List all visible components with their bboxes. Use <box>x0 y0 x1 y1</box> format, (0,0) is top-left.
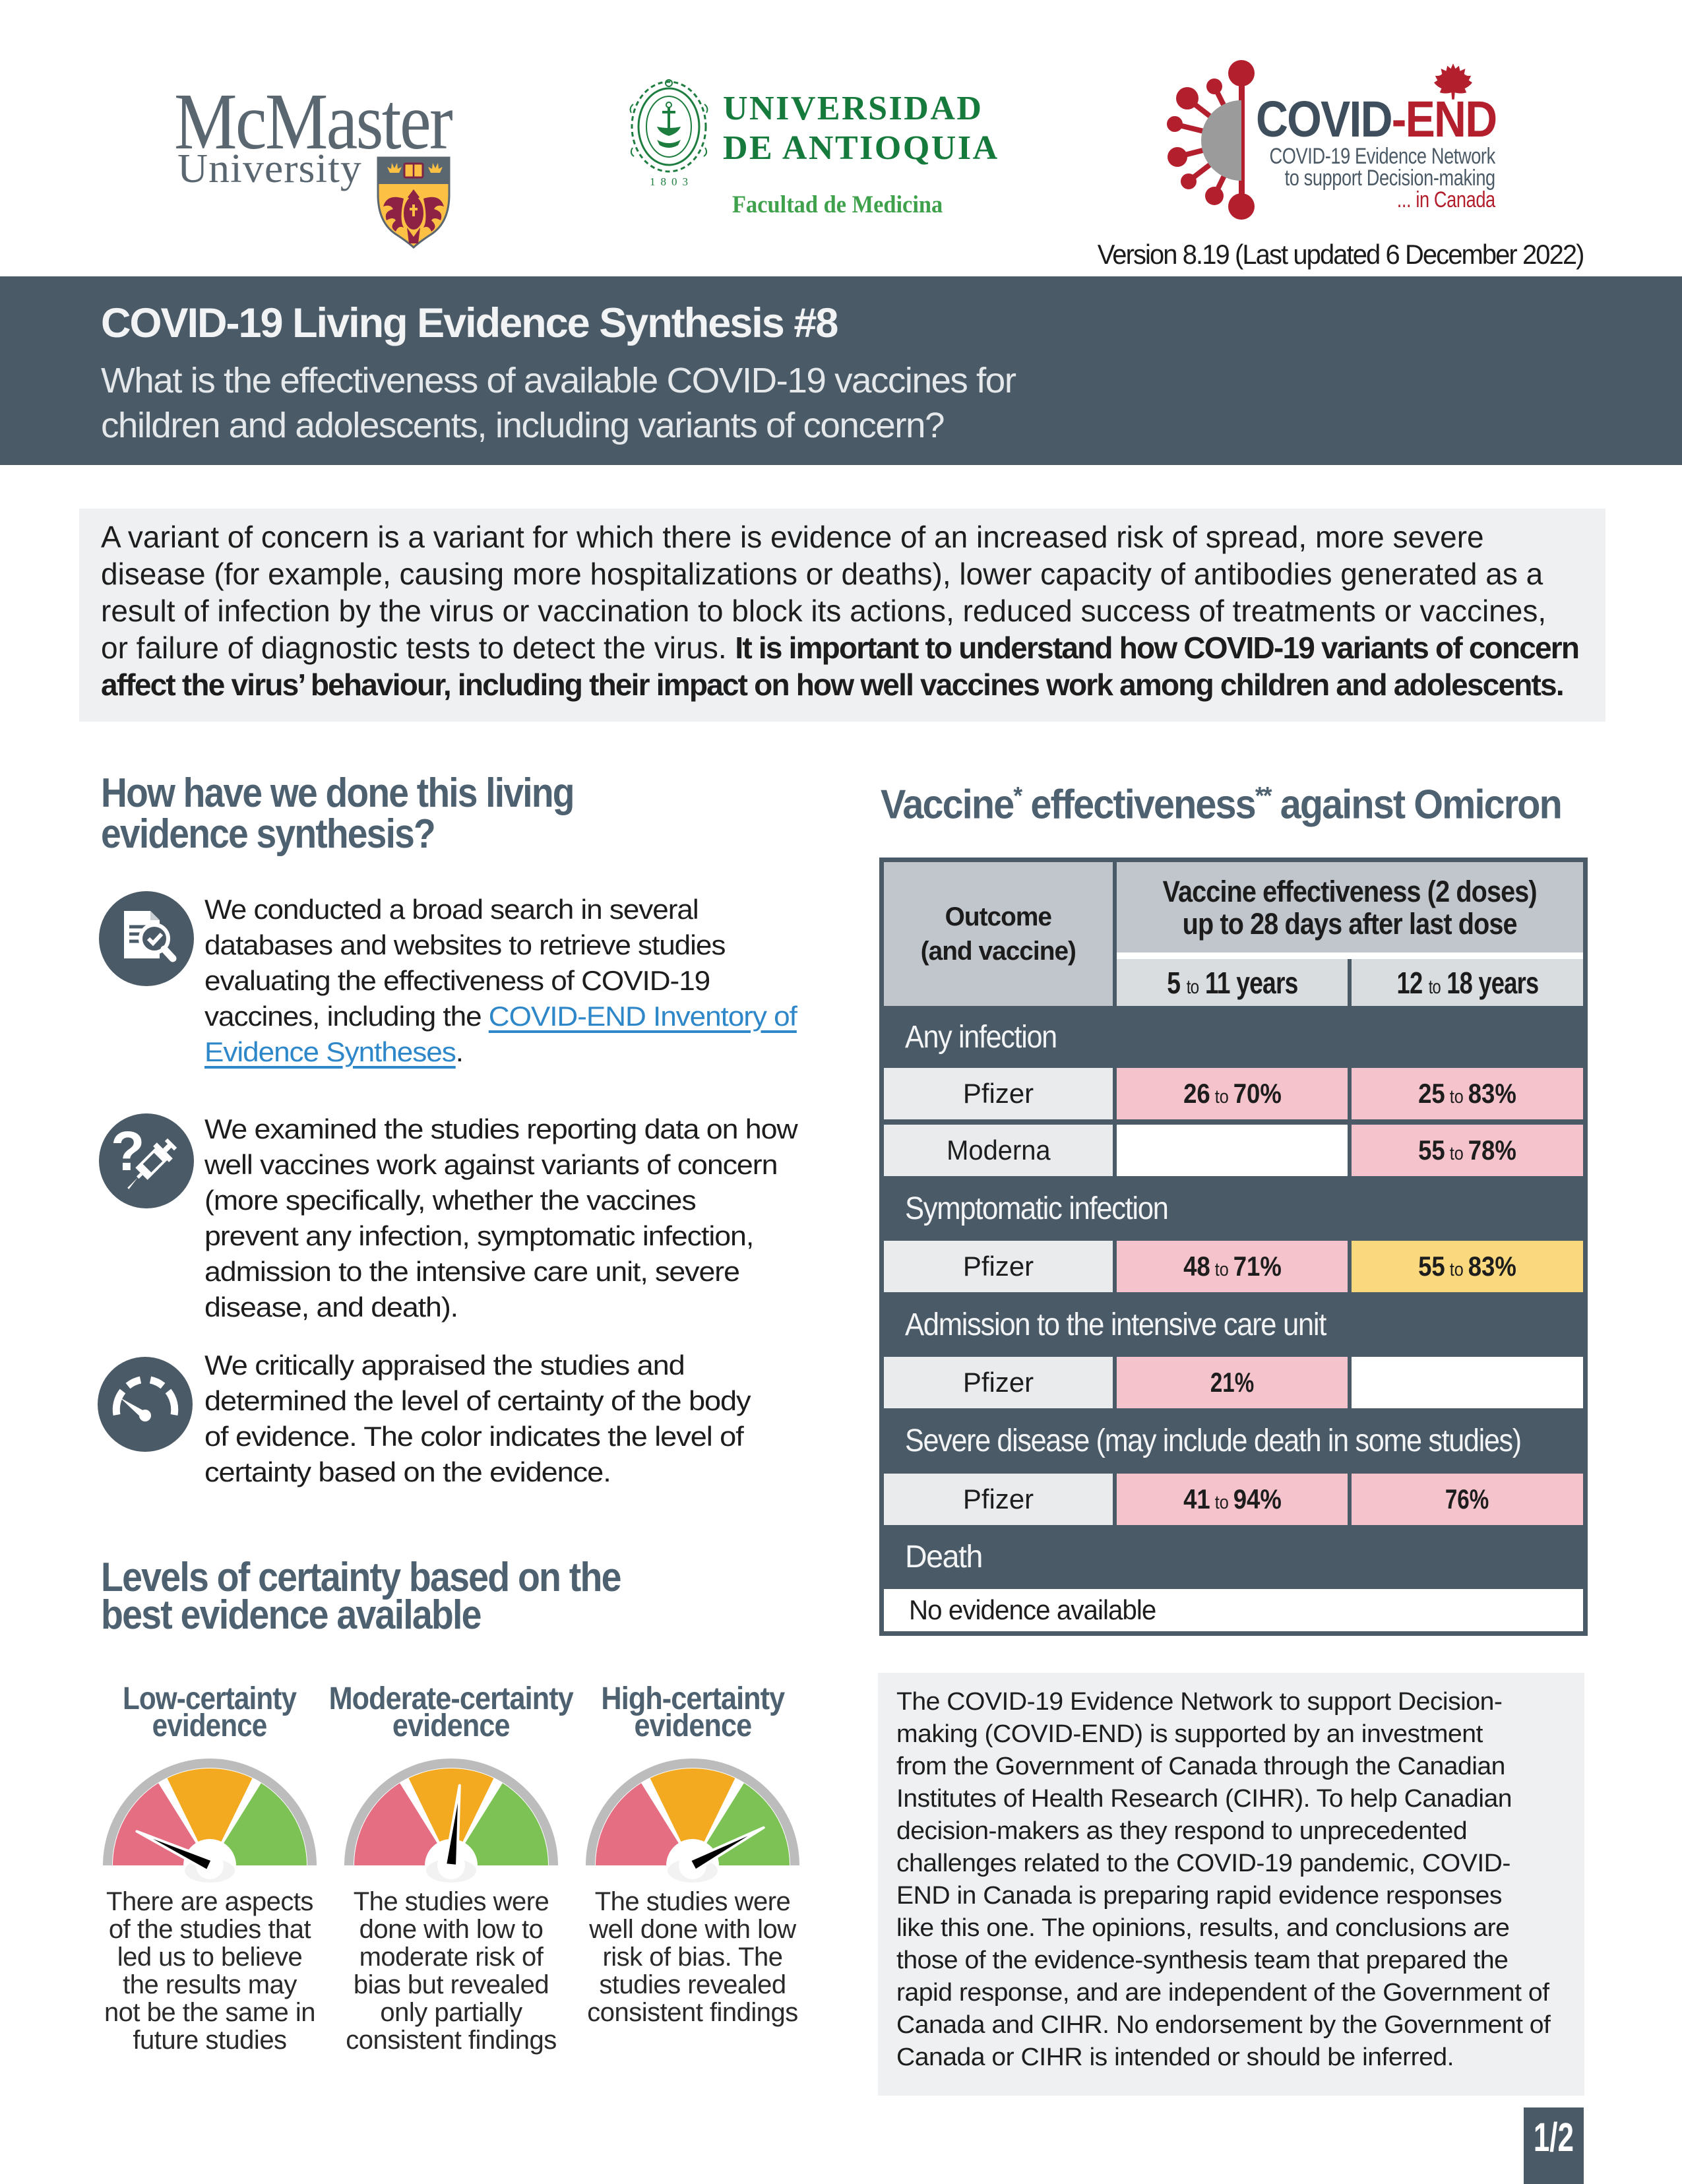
svg-text:?: ? <box>111 1120 144 1182</box>
